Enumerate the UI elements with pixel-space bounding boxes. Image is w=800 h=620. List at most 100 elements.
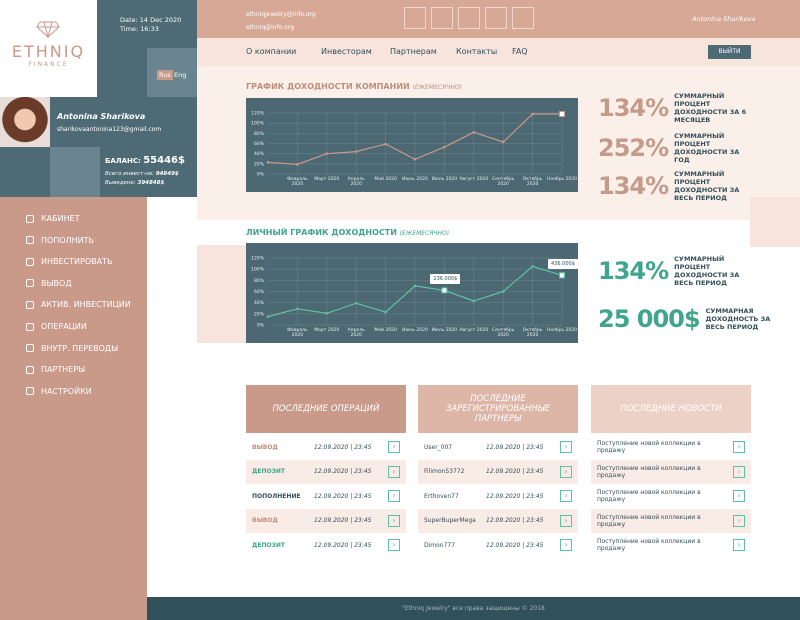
row-date: 12.09.2020 | 23:45 — [314, 541, 372, 549]
table-row: ДЕПОЗИТ 12.09.2020 | 23:45 › — [246, 459, 406, 484]
logout-button[interactable]: ВЫЙТИ — [708, 45, 751, 59]
y-tick-label: 40% — [254, 151, 265, 157]
social-icon[interactable] — [431, 7, 453, 29]
row-arrow[interactable]: › — [560, 539, 572, 551]
social-icon[interactable] — [512, 7, 534, 29]
menu-item[interactable]: ПАРТНЕРЫ — [26, 365, 85, 374]
row-arrow[interactable]: › — [388, 514, 400, 527]
table-header: ПОСЛЕДНИЕ ОПЕРАЦИЙ — [246, 385, 406, 433]
row-arrow[interactable]: › — [733, 441, 745, 453]
stat-text: СУММАРНЫЙ ПРОЦЕНТ ДОХОДНОСТИ ЗА ВЕСЬ ПЕР… — [674, 170, 740, 202]
row-label: ВЫВОД — [252, 517, 278, 525]
sidebar-menu-bg — [0, 197, 147, 620]
stat-value: 134% — [598, 94, 669, 122]
menu-label: ПОПОЛНИТЬ — [41, 235, 95, 245]
row-arrow[interactable]: › — [733, 514, 745, 527]
y-tick-label: 120% — [251, 111, 265, 117]
stat: 134% СУММАРНЫЙ ПРОЦЕНТ ДОХОДНОСТИ ЗА ВЕСЬ… — [598, 170, 754, 202]
menu-item[interactable]: ПОПОЛНИТЬ — [26, 236, 94, 245]
row-arrow[interactable]: › — [388, 465, 400, 478]
social-icon[interactable] — [485, 7, 507, 29]
social-icon[interactable] — [404, 7, 426, 29]
nav-item[interactable]: Партнерам — [390, 47, 437, 56]
logo[interactable]: ETHNIQ FINANCE — [0, 0, 97, 97]
table-row: Поступление новой коллекции в продажу › — [591, 435, 751, 460]
menu-icon — [26, 214, 34, 223]
stat: 25 000$ СУММАРНАЯ ДОХОДНОСТЬ ЗА ВЕСЬ ПЕРИ… — [598, 305, 786, 333]
x-tick-label: Май 2020 — [374, 177, 397, 182]
menu-item[interactable]: КАБИНЕТ — [26, 214, 80, 223]
header — [197, 0, 800, 38]
menu-item[interactable]: ИНВЕСТИРОВАТЬ — [26, 257, 112, 266]
social — [404, 7, 534, 29]
annotation-marker — [559, 272, 565, 279]
x-tick-label: Сентябрь 2020 — [491, 177, 515, 187]
table-row: Filimon53772 12.09.2020 | 23:45 › — [418, 459, 578, 484]
chart-plot: 0% 20% 40% 60% 80% 100% 120% — [251, 256, 565, 329]
deco-box — [750, 197, 800, 247]
row-arrow[interactable]: › — [560, 441, 572, 453]
chart-plot: 0% 20% 40% 60% 80% 100% 120% — [251, 111, 565, 178]
row-arrow[interactable]: › — [388, 539, 400, 551]
x-tick-label: Февраль 2020 — [287, 328, 308, 338]
row-arrow[interactable]: › — [733, 490, 745, 502]
chart-title: ГРАФИК ДОХОДНОСТИ КОМПАНИИ (ЕЖЕМЕСЯЧНО) — [246, 82, 462, 91]
stat: 134% СУММАРНЫЙ ПРОЦЕНТ ДОХОДНОСТИ ЗА ВЕСЬ… — [598, 255, 754, 287]
row-date: 12.09.2020 | 23:45 — [486, 443, 544, 451]
x-tick-label: Ноябрь 2020 — [547, 177, 578, 182]
nav-item[interactable]: FAQ — [512, 47, 528, 56]
menu-item[interactable]: ВНУТР. ПЕРЕВОДЫ — [26, 344, 118, 353]
row-arrow[interactable]: › — [733, 539, 745, 551]
table-row: ПОПОЛНЕНИЕ 12.09.2020 | 23:45 › — [246, 484, 406, 509]
row-date: 12.09.2020 | 23:45 — [314, 492, 372, 500]
footer: "Ethniq Jewelry" все права защищены © 20… — [147, 597, 800, 620]
point — [384, 310, 387, 314]
menu-item[interactable]: АКТИВ. ИНВЕСТИЦИИ — [26, 300, 131, 309]
row-arrow[interactable]: › — [388, 490, 400, 502]
menu-item[interactable]: ВЫВОД — [26, 279, 72, 288]
table-row: ВЫВОД 12.09.2020 | 23:45 › — [246, 435, 406, 460]
x-tick-label: Ноябрь 2020 — [547, 328, 578, 333]
table-row: User_007 12.09.2020 | 23:45 › — [418, 435, 578, 460]
table: ПОСЛЕДНИЕ ОПЕРАЦИЙ ВЫВОД 12.09.2020 | 23:4… — [246, 385, 406, 558]
lang[interactable]: Rus — [157, 70, 173, 80]
row-arrow[interactable]: › — [560, 514, 572, 527]
menu-label: ПАРТНЕРЫ — [41, 365, 86, 375]
annotation: 236.000$ — [430, 274, 461, 285]
y-tick-label: 60% — [254, 141, 265, 147]
y-tick-label: 60% — [254, 289, 265, 295]
x-tick-label: Май 2020 — [374, 328, 397, 333]
nav-item[interactable]: Контакты — [456, 47, 498, 56]
menu-icon — [26, 344, 34, 353]
withdrawn-label: Выведено: — [105, 180, 136, 186]
table-row: Поступление новой коллекции в продажу › — [591, 459, 751, 484]
social-icon[interactable] — [458, 7, 480, 29]
deco-box — [50, 147, 100, 197]
chart-title: ЛИЧНЫЙ ГРАФИК ДОХОДНОСТИ (ЕЖЕМЕСЯЧНО) — [246, 228, 449, 237]
chart-subtitle: (ЕЖЕМЕСЯЧНО) — [412, 84, 462, 91]
row-arrow[interactable]: › — [560, 490, 572, 502]
chart: 0% 20% 40% 60% 80% 100% 120% Февраль 2020 Март 2… — [246, 98, 578, 192]
nav-item[interactable]: Инвесторам — [321, 47, 372, 56]
menu-item[interactable]: ОПЕРАЦИИ — [26, 322, 87, 331]
stat-text: СУММАРНАЯ ДОХОДНОСТЬ ЗА ВЕСЬ ПЕРИОД — [705, 307, 771, 331]
menu-item[interactable]: НАСТРОЙКИ — [26, 387, 92, 396]
row-arrow[interactable]: › — [733, 465, 745, 478]
table-row: Поступление новой коллекции в продажу › — [591, 508, 751, 533]
header-user[interactable]: Antonina Sharikova — [692, 15, 756, 23]
row-arrow[interactable]: › — [560, 465, 572, 478]
row-date: 12.09.2020 | 23:45 — [314, 468, 372, 476]
row-date: 12.09.2020 | 23:45 — [314, 517, 372, 525]
nav-item[interactable]: О компании — [246, 47, 297, 56]
row-arrow[interactable]: › — [388, 441, 400, 453]
row-date: 12.09.2020 | 23:45 — [486, 517, 544, 525]
lang[interactable]: Eng — [174, 71, 187, 79]
withdrawn-value: 394848$ — [137, 180, 165, 186]
point — [325, 152, 329, 155]
point — [296, 163, 299, 166]
menu-icon — [26, 300, 34, 309]
x-tick-label: Июль 2020 — [431, 328, 458, 333]
point — [413, 157, 417, 161]
stat-text: СУММАРНЫЙ ПРОЦЕНТ ДОХОДНОСТИ ЗА 6 МЕСЯЦЕ… — [674, 92, 747, 124]
email: ethniqjewelry@info.org — [246, 11, 316, 18]
